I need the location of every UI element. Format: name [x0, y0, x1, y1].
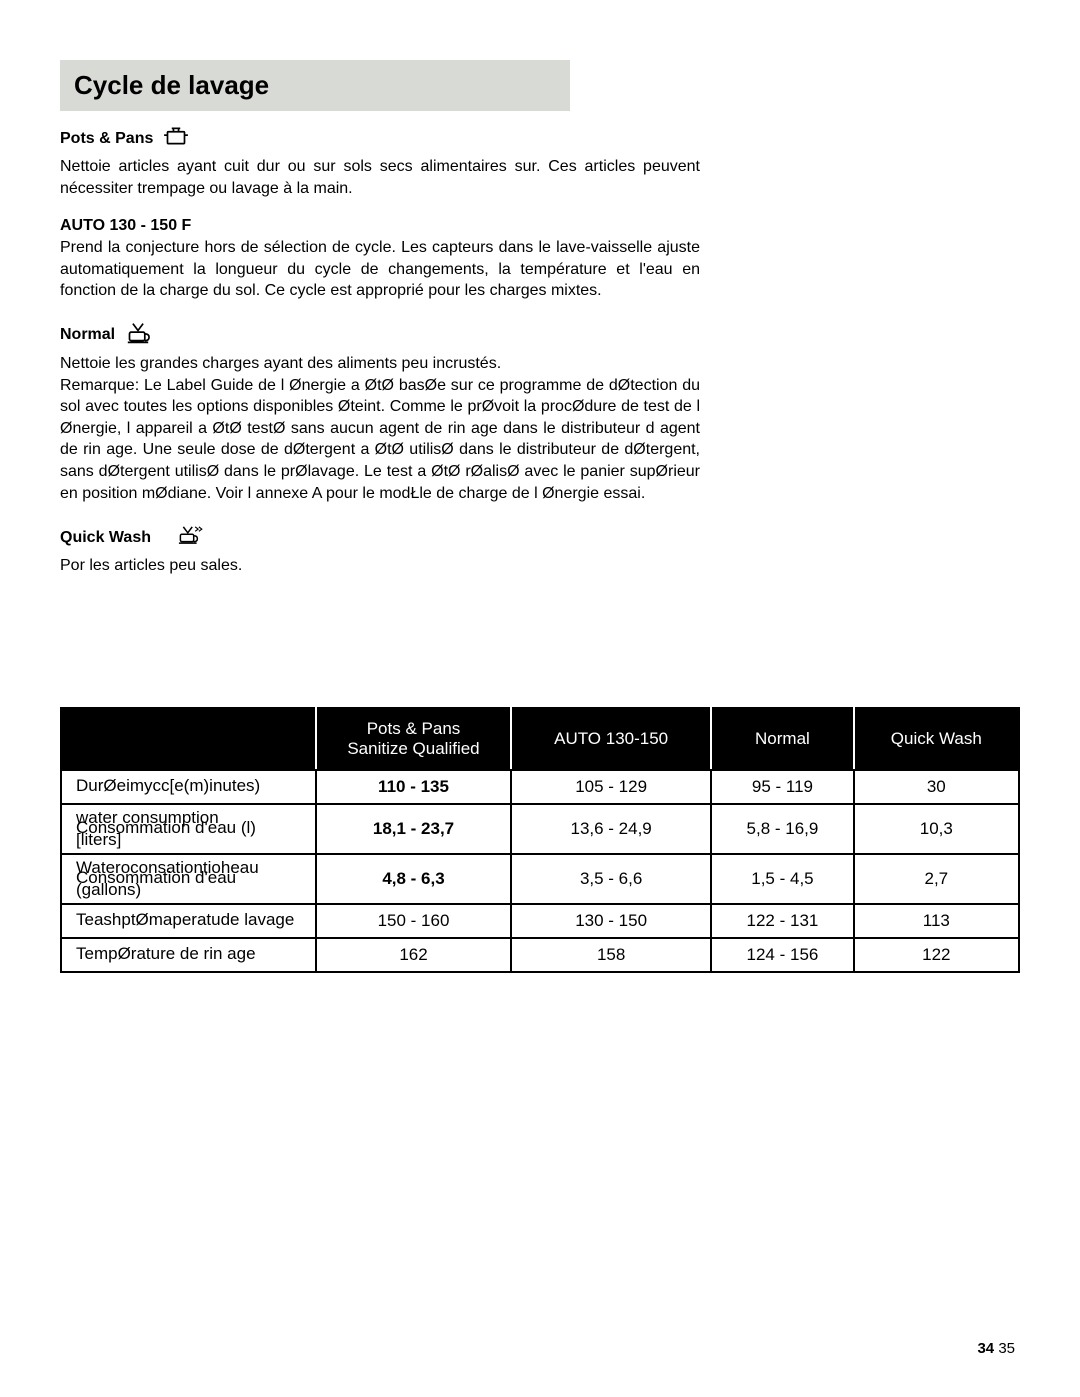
cell: 95 - 119: [711, 770, 853, 804]
cell: 13,6 - 24,9: [511, 804, 711, 854]
table-row: WateroconsationtioheauConsommation d'eau…: [61, 854, 1019, 904]
row-label: TempØrature de rin age: [61, 938, 316, 972]
cell: 158: [511, 938, 711, 972]
cell: 3,5 - 6,6: [511, 854, 711, 904]
row-label: water consumptionConsommation d'eau (l)[…: [61, 804, 316, 854]
cell: 5,8 - 16,9: [711, 804, 853, 854]
cell: 113: [854, 904, 1019, 938]
row-label: WateroconsationtioheauConsommation d'eau…: [61, 854, 316, 904]
cell: 162: [316, 938, 511, 972]
body-quick: Por les articles peu sales.: [60, 555, 700, 577]
th-pots: Pots & Pans Sanitize Qualified: [316, 708, 511, 770]
heading-pots: Pots & Pans: [60, 123, 700, 154]
page-a: 34: [977, 1340, 994, 1357]
body-pots: Nettoie articles ayant cuit dur ou sur s…: [60, 156, 700, 199]
row-label: TeashptØmaperatude lavage: [61, 904, 316, 938]
section-normal: Normal Nettoie les grandes charges ayant…: [60, 320, 700, 504]
body-auto: Prend la conjecture hors de sélection de…: [60, 237, 700, 302]
cell: 150 - 160: [316, 904, 511, 938]
heading-quick: Quick Wash: [60, 522, 700, 553]
cycles-table: Pots & Pans Sanitize Qualified AUTO 130-…: [60, 707, 1020, 973]
heading-auto-label: AUTO 130 - 150 F: [60, 217, 191, 235]
row-label: DurØeimycc[e(m)inutes): [61, 770, 316, 804]
cell: 10,3: [854, 804, 1019, 854]
table-header-row: Pots & Pans Sanitize Qualified AUTO 130-…: [61, 708, 1019, 770]
heading-normal: Normal: [60, 320, 700, 351]
th-blank: [61, 708, 316, 770]
title-bar: Cycle de lavage: [60, 60, 570, 111]
page-b: 35: [998, 1340, 1015, 1357]
table-row: water consumptionConsommation d'eau (l)[…: [61, 804, 1019, 854]
cell: 110 - 135: [316, 770, 511, 804]
section-pots: Pots & Pans Nettoie articles ayant cuit …: [60, 123, 700, 199]
table-row: DurØeimycc[e(m)inutes)110 - 135105 - 129…: [61, 770, 1019, 804]
cup-fast-icon: [173, 522, 207, 553]
heading-auto: AUTO 130 - 150 F: [60, 217, 700, 235]
cell: 130 - 150: [511, 904, 711, 938]
section-quick: Quick Wash Por les articles peu sales.: [60, 522, 700, 577]
cell: 18,1 - 23,7: [316, 804, 511, 854]
th-quick: Quick Wash: [854, 708, 1019, 770]
cell: 4,8 - 6,3: [316, 854, 511, 904]
cell: 30: [854, 770, 1019, 804]
heading-normal-label: Normal: [60, 326, 115, 344]
cup-icon: [121, 320, 155, 351]
cell: 124 - 156: [711, 938, 853, 972]
table-row: TempØrature de rin age162158124 - 156122: [61, 938, 1019, 972]
page-number: 34 35: [977, 1340, 1015, 1357]
th-normal: Normal: [711, 708, 853, 770]
pot-icon: [159, 123, 193, 154]
cell: 2,7: [854, 854, 1019, 904]
heading-pots-label: Pots & Pans: [60, 130, 153, 148]
table-row: TeashptØmaperatude lavage150 - 160130 - …: [61, 904, 1019, 938]
cell: 122: [854, 938, 1019, 972]
cell: 105 - 129: [511, 770, 711, 804]
heading-quick-label: Quick Wash: [60, 529, 151, 547]
body-normal: Nettoie les grandes charges ayant des al…: [60, 353, 700, 504]
section-auto: AUTO 130 - 150 F Prend la conjecture hor…: [60, 217, 700, 302]
cell: 122 - 131: [711, 904, 853, 938]
page-title: Cycle de lavage: [74, 70, 556, 101]
th-auto: AUTO 130-150: [511, 708, 711, 770]
cell: 1,5 - 4,5: [711, 854, 853, 904]
